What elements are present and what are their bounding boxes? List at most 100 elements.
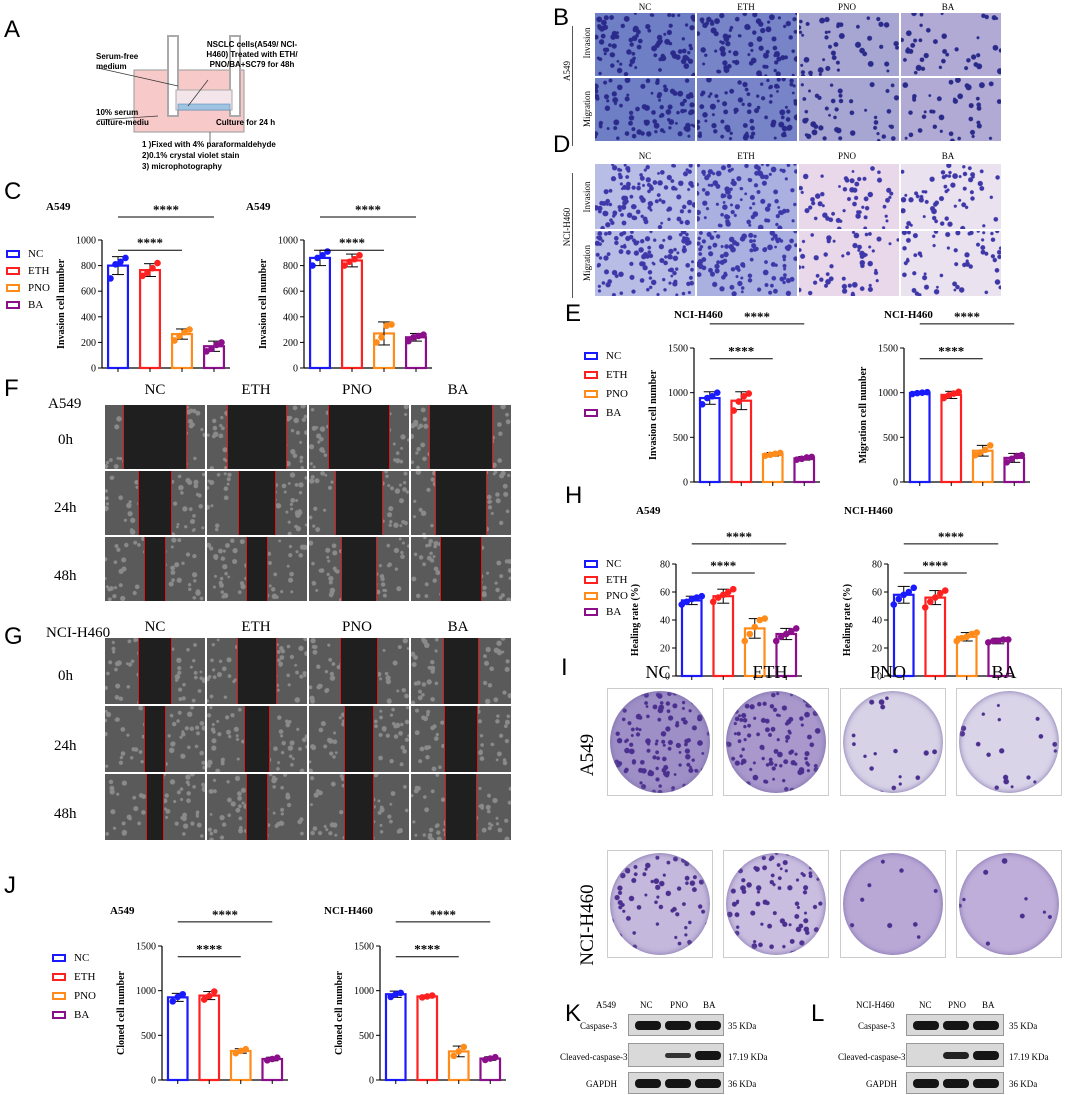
chart-title: A549 [636, 505, 661, 517]
colony-dish [959, 853, 1059, 955]
col-label-nc: NC [638, 2, 652, 12]
y-tick-label: 40 [660, 616, 670, 627]
panel-letter-k: K [565, 1000, 582, 1027]
band [665, 1021, 691, 1030]
panel-d-cell-line: NCI-H460 [562, 207, 572, 247]
data-point [724, 588, 732, 596]
legend-item: PNO [584, 590, 628, 602]
significance-label: **** [954, 309, 980, 324]
panel-l-lane-ba: BA [982, 1000, 995, 1010]
y-tick-label: 200 [81, 338, 96, 349]
micrograph-tile [309, 537, 409, 601]
data-point [1008, 455, 1016, 463]
data-point [200, 996, 208, 1003]
wound-col-ba: BA [447, 382, 469, 398]
legend-item: ETH [584, 369, 627, 381]
legend-label: PNO [606, 590, 629, 602]
legend-item: ETH [6, 265, 49, 277]
data-point [1004, 636, 1012, 643]
serum-medium-label: 10% serum culture-mediu [96, 108, 149, 127]
micrograph-tile [207, 638, 307, 704]
micrograph-tile [901, 13, 1001, 76]
bar [138, 268, 162, 370]
data-point [383, 322, 390, 330]
y-tick-label: 0 [683, 478, 688, 489]
panel-letter-f: F [4, 375, 19, 402]
data-point [388, 321, 395, 328]
y-tick-label: 1500 [878, 344, 898, 355]
data-point [921, 604, 929, 611]
data-point [107, 275, 114, 282]
dish-col-eth: ETH [752, 662, 788, 682]
legend-swatch [6, 250, 20, 259]
legend-swatch [584, 560, 598, 569]
legend-label: PNO [28, 282, 51, 294]
y-axis-label: Invasion cell number [258, 258, 269, 349]
panel-letter-d: D [553, 131, 571, 158]
micrograph-tile [207, 471, 307, 535]
wound-gap [435, 471, 487, 535]
dish-col-pno: PNO [869, 662, 906, 682]
data-point [179, 990, 187, 998]
panel-l-lane-nc: NC [919, 1000, 932, 1010]
step-photo-label: 3) microphotography [142, 162, 223, 171]
band [973, 1079, 999, 1088]
legend-item: NC [6, 248, 43, 260]
dish-frame [840, 850, 946, 958]
legend-swatch [52, 1011, 66, 1020]
micrograph-tile [105, 774, 205, 840]
panel-k-lane-pno: PNO [670, 1000, 689, 1010]
data-point [714, 594, 722, 601]
panel-letter-g: G [4, 623, 23, 650]
data-point [1018, 451, 1026, 459]
legend-item: NC [52, 952, 89, 964]
significance-label: **** [728, 344, 754, 359]
data-point [232, 1049, 240, 1057]
legend-swatch [584, 608, 598, 617]
micrograph-tile [309, 638, 409, 704]
wound-gap [138, 638, 172, 704]
data-point [378, 333, 385, 341]
chart-title: NCI-H460 [844, 505, 893, 517]
data-point [268, 1055, 276, 1063]
dish-frame [840, 688, 946, 796]
micrograph-tile [595, 164, 695, 229]
col-label-pno: PNO [837, 2, 856, 12]
data-point [918, 389, 926, 396]
data-point [169, 998, 177, 1005]
data-point [688, 595, 696, 603]
significance-label: **** [153, 202, 179, 217]
wound-gap [238, 471, 276, 535]
data-point [981, 446, 989, 454]
y-tick-label: 0 [893, 478, 898, 489]
y-tick-label: 0 [369, 1076, 374, 1087]
chart-e-migration-h460: NCI-H460 0 500 1000 1500 Migration cell numbe… [858, 309, 1030, 489]
micrograph-tile [309, 471, 409, 535]
panel-l-row-gapdh: GAPDH [866, 1079, 898, 1089]
wound-gap [244, 706, 270, 772]
colony-dish [843, 691, 943, 793]
serum-free-label: Serum-free medium [96, 52, 139, 71]
data-point [895, 595, 903, 603]
data-point [986, 442, 994, 449]
data-point [910, 584, 918, 592]
data-point [208, 345, 215, 353]
data-point [999, 636, 1007, 643]
chart-title: NCI-H460 [674, 309, 723, 321]
transwell-schematic [38, 28, 298, 178]
data-point [181, 328, 188, 336]
legend-item: BA [584, 407, 621, 419]
data-point [117, 258, 124, 266]
legend-label: BA [606, 606, 622, 618]
panel-k-blot-gapdh [628, 1072, 724, 1094]
panel-l-kda-caspase3: 35 KDa [1009, 1021, 1038, 1031]
data-point [945, 392, 953, 399]
data-point [776, 449, 784, 457]
dish-col-nc: NC [645, 662, 671, 682]
dish-frame [723, 688, 829, 796]
panel-g-cell-line: NCI-H460 [46, 625, 111, 641]
bar [698, 396, 721, 484]
wound-col-eth: ETH [241, 382, 271, 398]
wound-gap [246, 537, 268, 601]
data-point [683, 598, 691, 606]
